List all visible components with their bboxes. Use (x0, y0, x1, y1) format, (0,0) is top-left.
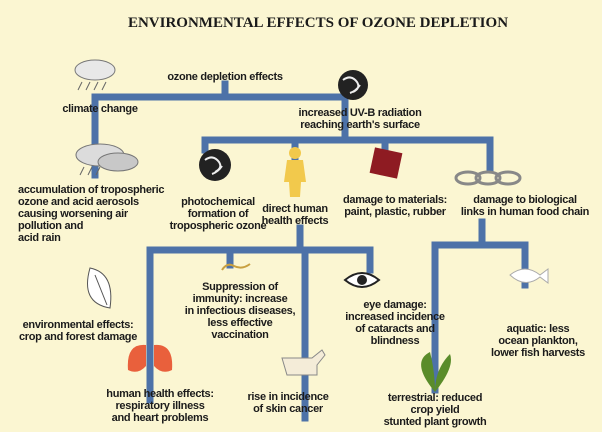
node-label: eye damage: (363, 299, 426, 311)
node-label: accumulation of tropospheric (18, 184, 164, 196)
node-label: increased incidence (345, 311, 445, 323)
node-label: Suppression of (202, 281, 278, 293)
eye-icon (343, 272, 381, 288)
lungs-icon (127, 344, 173, 372)
storm-cloud-icon (75, 143, 139, 176)
node-label: vaccination (211, 329, 269, 341)
node-label: lower fish harvests (491, 347, 585, 359)
node-label: acid rain (18, 232, 61, 244)
rain-cloud-icon (74, 59, 116, 91)
title: ENVIRONMENTAL EFFECTS OF OZONE DEPLETION (128, 15, 508, 31)
node-label: ocean plankton, (498, 335, 577, 347)
material-icon (369, 147, 403, 179)
node-label: immunity: increase (193, 293, 288, 305)
node-label: and heart problems (112, 412, 209, 424)
icons (74, 59, 549, 392)
globe-icon (199, 149, 231, 181)
node-label: direct human (262, 203, 328, 215)
globe-icon (338, 70, 368, 100)
node-label: damage to materials: (343, 194, 447, 206)
node-label: reaching earth's surface (300, 119, 420, 131)
node-label: terrestrial: reduced (388, 392, 482, 404)
leaf-icon (87, 267, 112, 309)
node-label: rise in incidence (247, 391, 328, 403)
node-label: links in human food chain (461, 206, 590, 218)
plant-icon (421, 352, 451, 392)
chain-icon (454, 170, 522, 186)
node-label: paint, plastic, rubber (344, 206, 447, 218)
node-label: stunted plant growth (384, 416, 487, 428)
node-label: less effective (208, 317, 273, 329)
node-label: increased UV-B radiation (298, 107, 422, 119)
fish-icon (509, 268, 549, 284)
node-label: in infectious diseases, (185, 305, 296, 317)
node-label: ozone depletion effects (167, 71, 283, 83)
node-label: health effects (262, 215, 329, 227)
node-label: human health effects: (106, 388, 213, 400)
node-label: climate change (62, 103, 137, 115)
node-label: tropospheric ozone (170, 220, 267, 232)
node-label: crop yield (411, 404, 460, 416)
node-label: pollution and (18, 220, 83, 232)
node-label: photochemical (181, 196, 255, 208)
node-label: damage to biological (473, 194, 577, 206)
node-label: of skin cancer (253, 403, 324, 415)
node-label: causing worsening air (18, 208, 129, 220)
node-label: ozone and acid aerosols (18, 196, 139, 208)
node-label: blindness (371, 335, 420, 347)
hand-icon (281, 349, 326, 376)
node-label: respiratory illness (115, 400, 204, 412)
node-label: aquatic: less (507, 323, 570, 335)
node-label: environmental effects: (23, 319, 134, 331)
person-icon (284, 147, 306, 197)
node-label: of cataracts and (355, 323, 435, 335)
node-label: formation of (188, 208, 249, 220)
virus-icon (221, 263, 251, 271)
node-label: crop and forest damage (19, 331, 137, 343)
